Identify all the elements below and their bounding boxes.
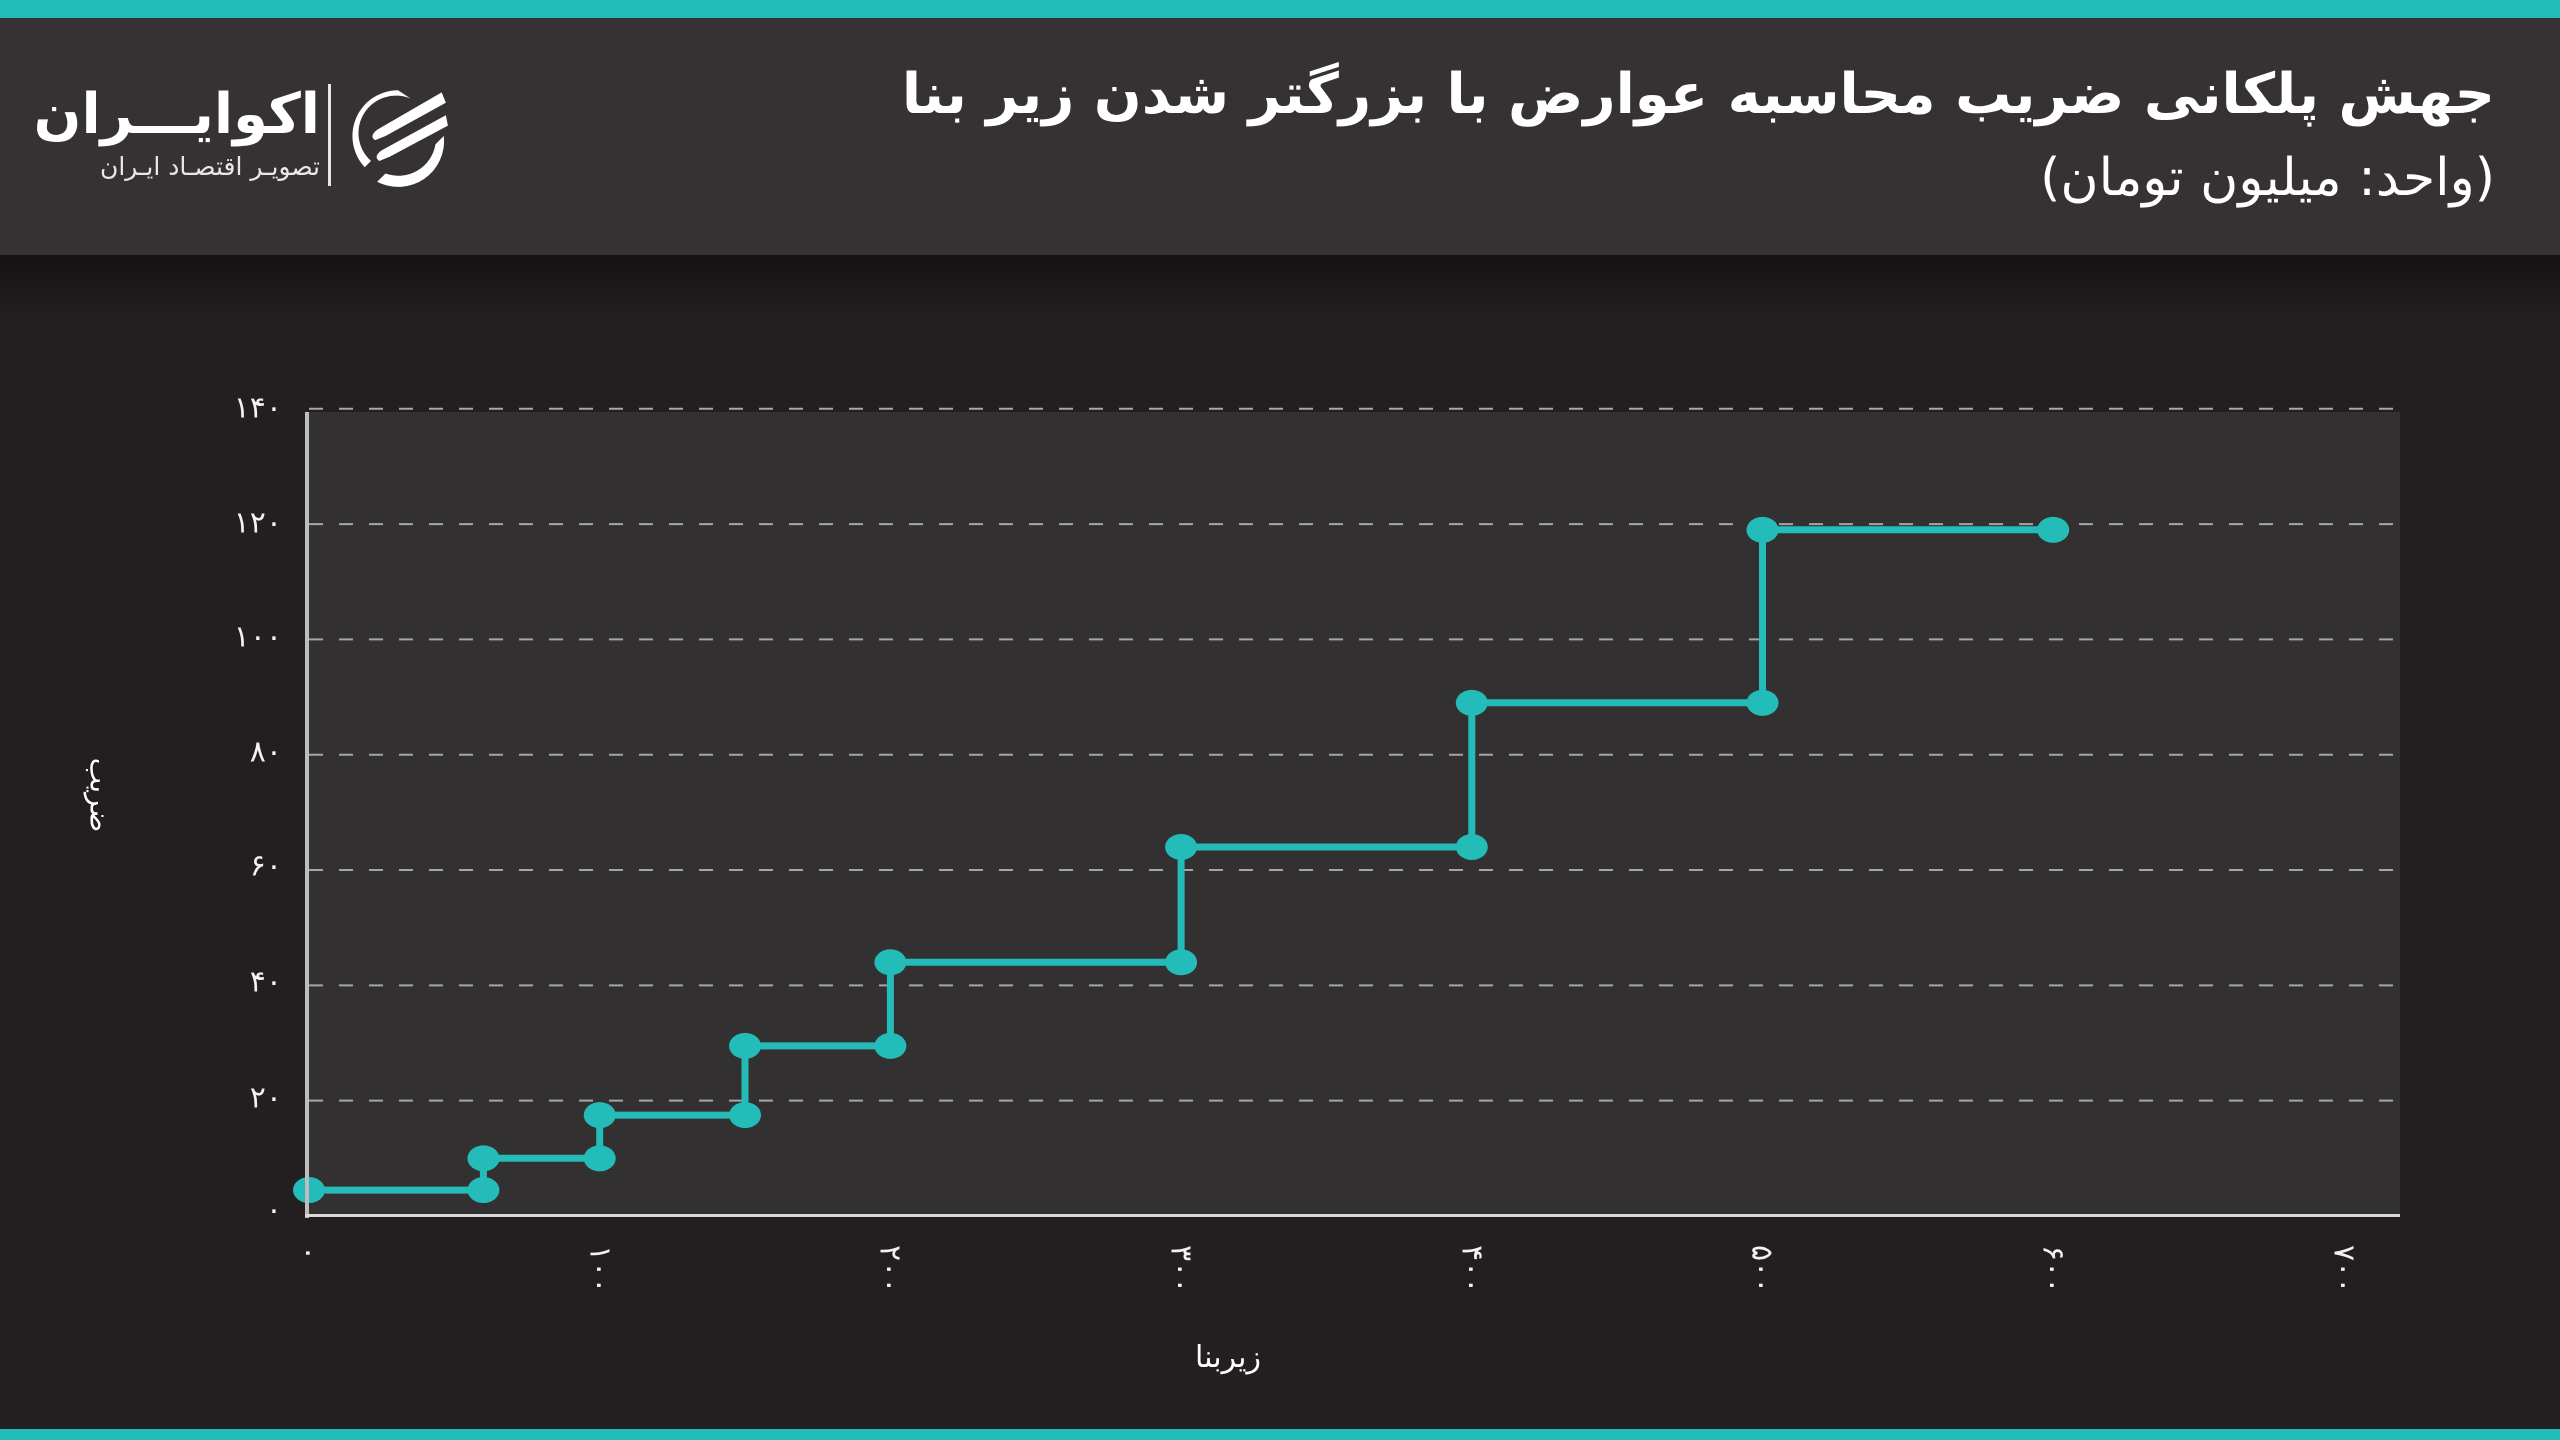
y-axis-label: ضریب xyxy=(83,757,117,833)
ecoiran-emblem-icon xyxy=(352,90,448,187)
y-tick-label: ۱۲۰ xyxy=(233,505,282,541)
bottom-accent-bar xyxy=(0,1429,2560,1440)
x-tick-label: ۱۰۰ xyxy=(582,1245,618,1294)
top-accent-bar xyxy=(0,0,2560,18)
y-tick-label: ۸۰ xyxy=(249,734,282,770)
plot-area xyxy=(306,412,2400,1216)
header-shadow xyxy=(0,255,2560,315)
logo-divider xyxy=(328,84,331,186)
y-tick-label: ۴۰ xyxy=(249,964,282,1000)
y-tick-label: ۶۰ xyxy=(249,848,282,884)
x-axis xyxy=(305,1214,2400,1217)
y-tick-label: ۱۴۰ xyxy=(233,390,282,426)
logo-name: اکوایـــران xyxy=(33,82,320,147)
chart-subtitle: (واحد: میلیون تومان) xyxy=(2040,148,2495,208)
chart-title: جهش پلکانی ضریب محاسبه عوارض با بزرگتر ش… xyxy=(901,62,2496,127)
x-tick-label: ۷۰۰ xyxy=(2326,1245,2362,1294)
x-axis-label: زیربنا xyxy=(1195,1340,1261,1375)
x-tick-label: ۵۰۰ xyxy=(1744,1245,1780,1294)
y-axis xyxy=(305,412,309,1218)
x-tick-label: ۰ xyxy=(291,1245,327,1262)
x-tick-label: ۲۰۰ xyxy=(872,1245,908,1294)
logo: اکوایـــران تصویـر اقتصـاد ایـران xyxy=(34,82,460,188)
x-tick-label: ۳۰۰ xyxy=(1163,1245,1199,1294)
x-tick-label: ۴۰۰ xyxy=(1454,1245,1490,1294)
logo-tagline: تصویـر اقتصـاد ایـران xyxy=(99,152,320,181)
y-tick-label: ۱۰۰ xyxy=(233,619,282,655)
y-tick-label: ۲۰ xyxy=(249,1080,282,1116)
x-tick-label: ۶۰۰ xyxy=(2035,1245,2071,1294)
y-tick-label: ۰ xyxy=(265,1192,282,1228)
